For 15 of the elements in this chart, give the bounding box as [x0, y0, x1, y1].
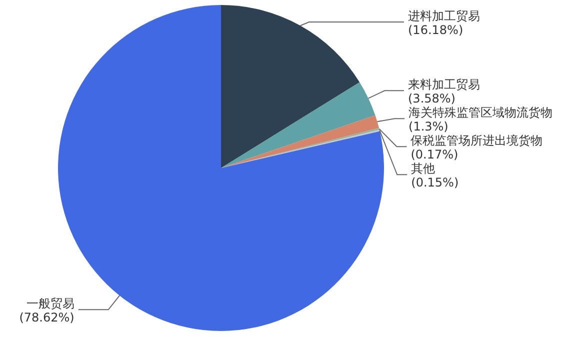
slice-label: 保税监管场所进出境货物: [410, 134, 543, 148]
data-label: (1.3%): [408, 120, 448, 134]
data-label: (0.15%): [411, 176, 459, 190]
slice-label: 进料加工贸易: [408, 9, 480, 23]
data-label: (0.17%): [410, 148, 458, 162]
pie-slice: [221, 5, 360, 168]
data-label: (16.18%): [408, 23, 464, 37]
slice-label: 其他: [411, 162, 436, 176]
pie-slice: [221, 115, 380, 168]
slice-label: 一般贸易: [26, 296, 74, 311]
slice-label: 来料加工贸易: [408, 78, 480, 92]
slice-label: 海关特殊监管区域物流货物: [408, 106, 553, 120]
data-label: (78.62%): [19, 310, 74, 325]
pie-slice: [221, 82, 376, 168]
data-label: (3.58%): [408, 92, 456, 106]
